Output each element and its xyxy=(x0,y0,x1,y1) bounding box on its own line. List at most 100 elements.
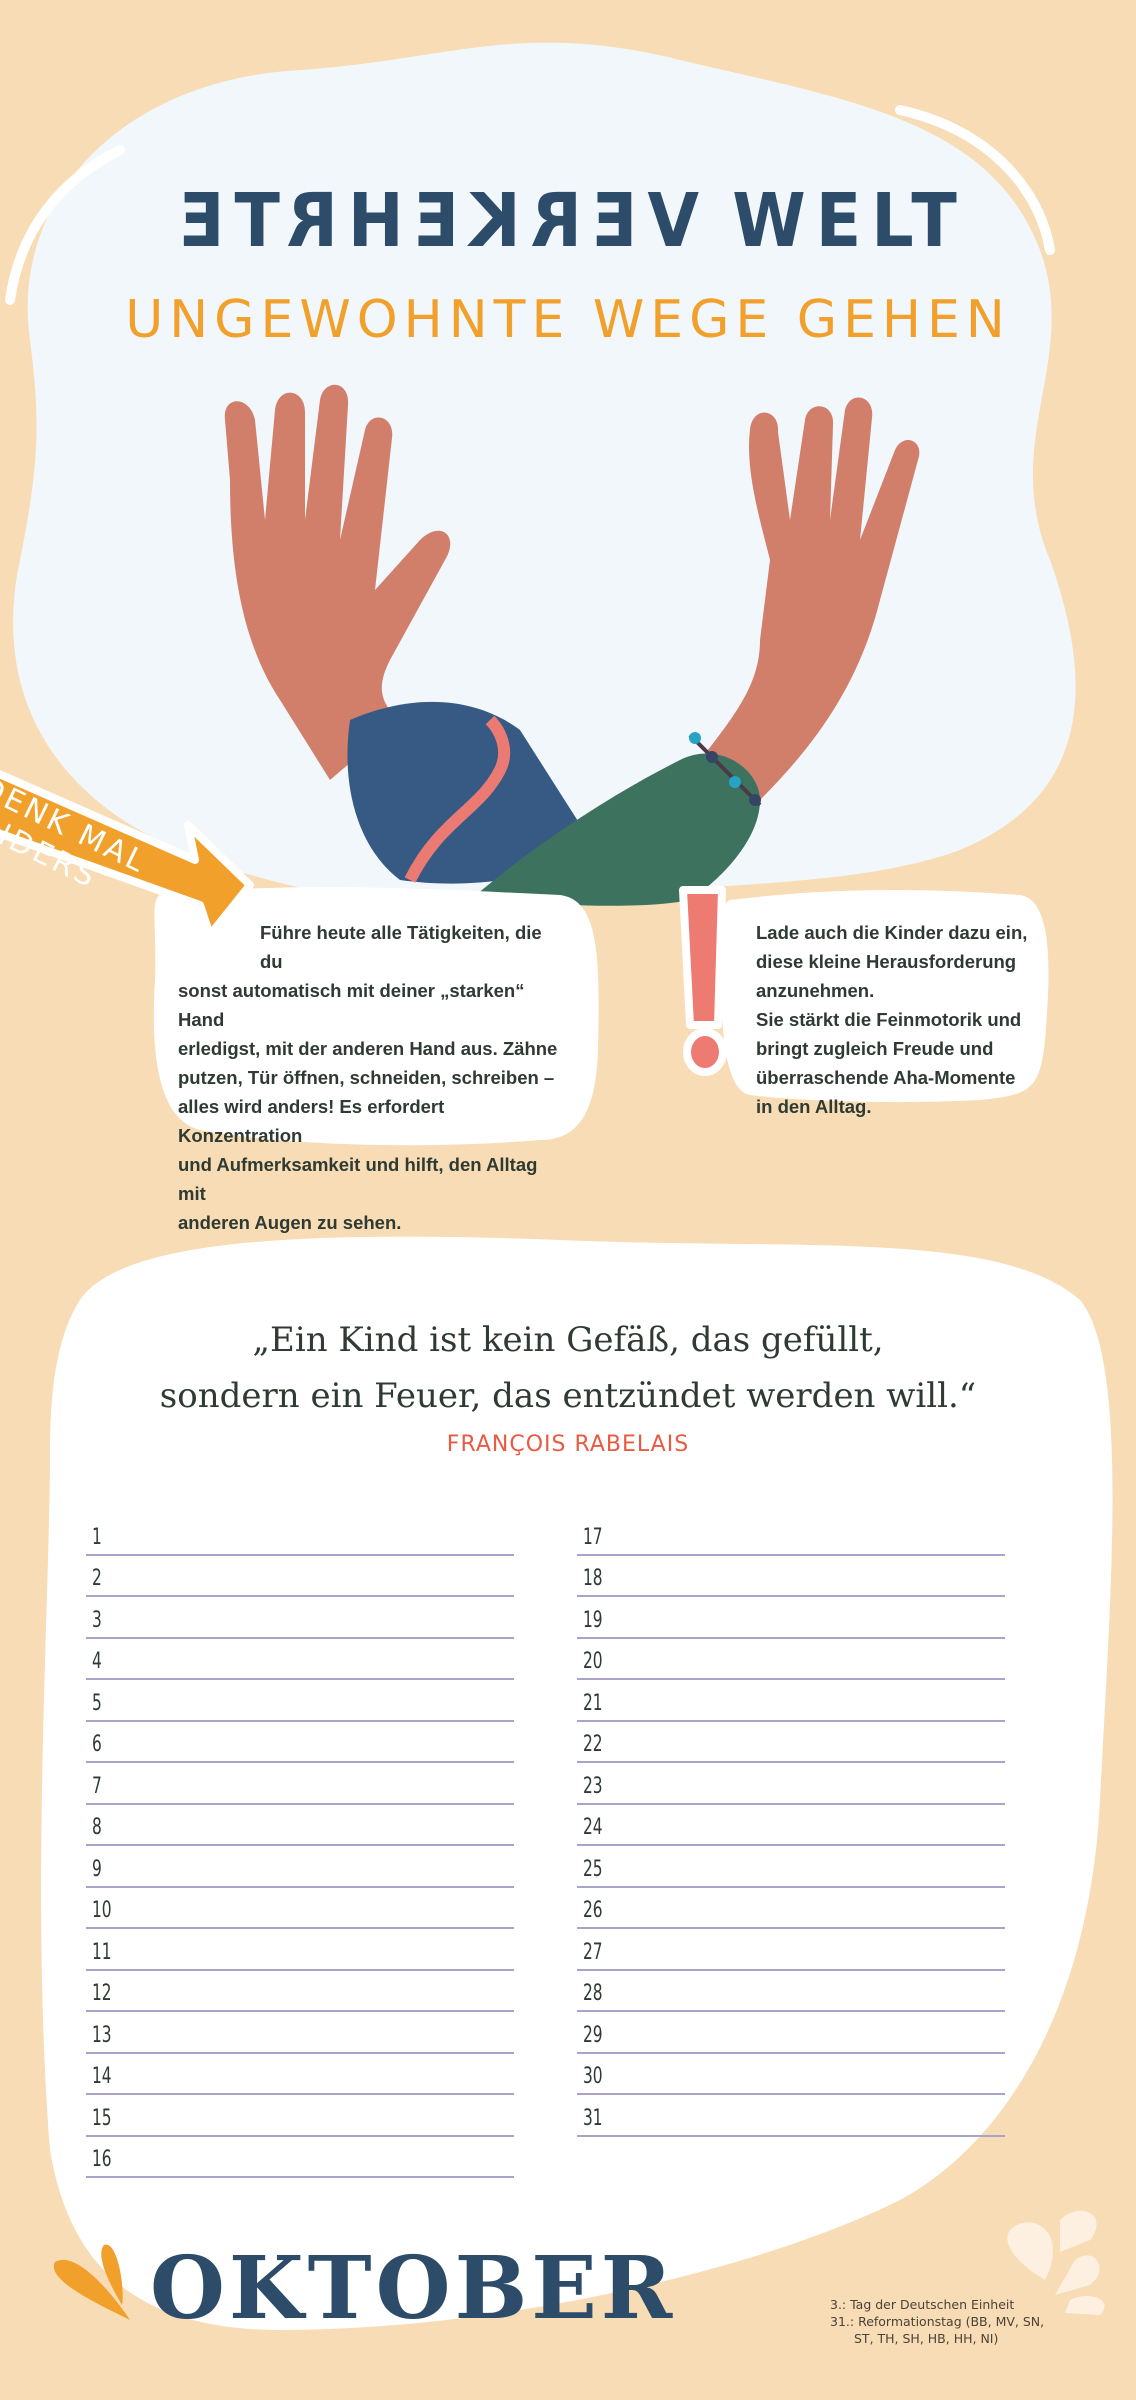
day-number: 23 xyxy=(583,1773,603,1799)
title-mirrored-word: VERKEHRTE xyxy=(169,178,700,264)
day-number: 22 xyxy=(583,1732,603,1757)
calendar-day-row[interactable]: 12 xyxy=(86,1971,514,2012)
calendar-day-row[interactable]: 24 xyxy=(577,1805,1005,1846)
calendar-day-row[interactable]: 31 xyxy=(577,2095,1005,2137)
note-box-shape xyxy=(721,890,1049,1103)
calendar-day-row[interactable]: 6 xyxy=(86,1722,514,1763)
day-number: 10 xyxy=(92,1898,112,1923)
note-line: bringt zugleich Freude und xyxy=(756,1038,994,1059)
day-number: 29 xyxy=(583,2022,603,2048)
calendar-day-row[interactable]: 30 xyxy=(577,2054,1005,2095)
quote-line-1: „Ein Kind ist kein Gefäß, das gefüllt, xyxy=(252,1320,884,1360)
day-number: 2 xyxy=(92,1566,102,1591)
tip-line: alles wird anders! Es erfordert Konzentr… xyxy=(178,1096,445,1146)
tip-line: sonst automatisch mit deiner „starken“ H… xyxy=(178,980,525,1030)
tip-box: Führe heute alle Tätigkeiten, die du son… xyxy=(178,918,558,1237)
calendar-day-row[interactable]: 9 xyxy=(86,1846,514,1888)
calendar-day-row[interactable]: 29 xyxy=(577,2012,1005,2054)
tip-line: und Aufmerksamkeit und hilft, den Alltag… xyxy=(178,1154,538,1204)
day-number: 21 xyxy=(583,1690,603,1716)
exclamation-icon xyxy=(679,886,727,1076)
title-normal-word: WELT xyxy=(732,178,967,264)
calendar-day-row[interactable]: 22 xyxy=(577,1722,1005,1763)
right-hand-illustration xyxy=(470,397,920,906)
arrow-icon xyxy=(0,770,254,939)
calendar-day-row[interactable]: 28 xyxy=(577,1971,1005,2012)
calendar-day-row[interactable]: 8 xyxy=(86,1805,514,1846)
tip-line: Führe heute alle Tätigkeiten, die du xyxy=(260,922,542,972)
day-number: 8 xyxy=(92,1815,102,1840)
quote-line-2: sondern ein Feuer, das entzündet werden … xyxy=(159,1376,977,1416)
day-number: 16 xyxy=(92,2147,112,2172)
calendar-day-row[interactable]: 7 xyxy=(86,1763,514,1805)
day-number: 19 xyxy=(583,1607,603,1633)
calendar-day-row[interactable]: 11 xyxy=(86,1929,514,1971)
day-number: 18 xyxy=(583,1566,603,1591)
calendar-day-row[interactable]: 16 xyxy=(86,2137,514,2178)
calendar-day-row[interactable]: 3 xyxy=(86,1597,514,1639)
calendar-day-row[interactable]: 1 xyxy=(86,1514,514,1556)
holiday-note: 31.: Reformationstag (BB, MV, SN, xyxy=(830,2314,1045,2329)
holiday-note: 3.: Tag der Deutschen Einheit xyxy=(830,2297,1015,2312)
day-number: 24 xyxy=(583,1815,603,1840)
day-number: 25 xyxy=(583,1856,603,1882)
calendar-day-row[interactable]: 18 xyxy=(577,1556,1005,1597)
day-number: 7 xyxy=(92,1773,102,1799)
day-number: 14 xyxy=(92,2064,112,2089)
day-number: 17 xyxy=(583,1524,603,1550)
calendar-day-row[interactable]: 13 xyxy=(86,2012,514,2054)
day-number: 3 xyxy=(92,1607,102,1633)
calendar-day-row[interactable]: 14 xyxy=(86,2054,514,2095)
calendar-left-column: 1 2 3 4 5 6 7 8 9 10 11 12 13 14 15 16 xyxy=(86,1514,514,2178)
day-number: 31 xyxy=(583,2105,603,2131)
tip-line: erledigst, mit der anderen Hand aus. Zäh… xyxy=(178,1038,558,1059)
holiday-notes: 3.: Tag der Deutschen Einheit 31.: Refor… xyxy=(830,2296,1044,2347)
day-number: 11 xyxy=(92,1939,112,1965)
calendar-right-column: 17 18 19 20 21 22 23 24 25 26 27 28 29 30 31 xyxy=(577,1514,1005,2137)
quote-author: FRANÇOIS RABELAIS xyxy=(446,1432,690,1457)
note-line: überraschende Aha-Momente xyxy=(756,1067,1016,1088)
note-line: Lade auch die Kinder dazu ein, xyxy=(756,922,1028,943)
holiday-note: ST, TH, SH, HB, HH, NI) xyxy=(854,2331,999,2346)
calendar-day-row[interactable]: 17 xyxy=(577,1514,1005,1556)
calendar-day-row[interactable]: 21 xyxy=(577,1680,1005,1722)
page-subtitle: UNGEWOHNTE WEGE GEHEN xyxy=(125,290,1011,350)
decorative-leaves-icon xyxy=(1007,2210,1105,2315)
calendar-day-row[interactable]: 4 xyxy=(86,1639,514,1680)
day-number: 28 xyxy=(583,1981,603,2006)
calendar-day-row[interactable]: 27 xyxy=(577,1929,1005,1971)
day-number: 5 xyxy=(92,1690,102,1716)
note-line: anzunehmen. xyxy=(756,980,875,1001)
calendar-day-row[interactable]: 2 xyxy=(86,1556,514,1597)
calendar-day-row[interactable]: 15 xyxy=(86,2095,514,2137)
calendar-day-row[interactable]: 19 xyxy=(577,1597,1005,1639)
calendar-day-row[interactable]: 26 xyxy=(577,1888,1005,1929)
calendar-day-row[interactable]: 10 xyxy=(86,1888,514,1929)
quote: „Ein Kind ist kein Gefäß, das gefüllt, s… xyxy=(0,1312,1136,1424)
day-number: 9 xyxy=(92,1856,102,1882)
month-title: OKTOBER xyxy=(150,2238,677,2339)
day-number: 12 xyxy=(92,1981,112,2006)
calendar-day-row[interactable]: 20 xyxy=(577,1639,1005,1680)
oktober-leaf-icon xyxy=(53,2244,130,2320)
day-number: 30 xyxy=(583,2064,603,2089)
calendar-day-row[interactable]: 25 xyxy=(577,1846,1005,1888)
day-number: 1 xyxy=(92,1524,102,1550)
page-title: VERKEHRTE WELT xyxy=(0,178,1136,264)
day-number: 27 xyxy=(583,1939,603,1965)
calendar-day-row[interactable]: 5 xyxy=(86,1680,514,1722)
note-line: in den Alltag. xyxy=(756,1096,872,1117)
day-number: 15 xyxy=(92,2105,112,2131)
note-box: Lade auch die Kinder dazu ein, diese kle… xyxy=(756,918,1056,1121)
day-number: 6 xyxy=(92,1732,102,1757)
tip-line: anderen Augen zu sehen. xyxy=(178,1212,402,1233)
day-number: 4 xyxy=(92,1649,102,1674)
note-line: diese kleine Herausforderung xyxy=(756,951,1017,972)
bottom-blob xyxy=(41,1236,1113,2330)
day-number: 20 xyxy=(583,1649,603,1674)
tip-box-shape xyxy=(153,887,599,1146)
calendar-day-row[interactable]: 23 xyxy=(577,1763,1005,1805)
day-number: 13 xyxy=(92,2022,112,2048)
day-number: 26 xyxy=(583,1898,603,1923)
